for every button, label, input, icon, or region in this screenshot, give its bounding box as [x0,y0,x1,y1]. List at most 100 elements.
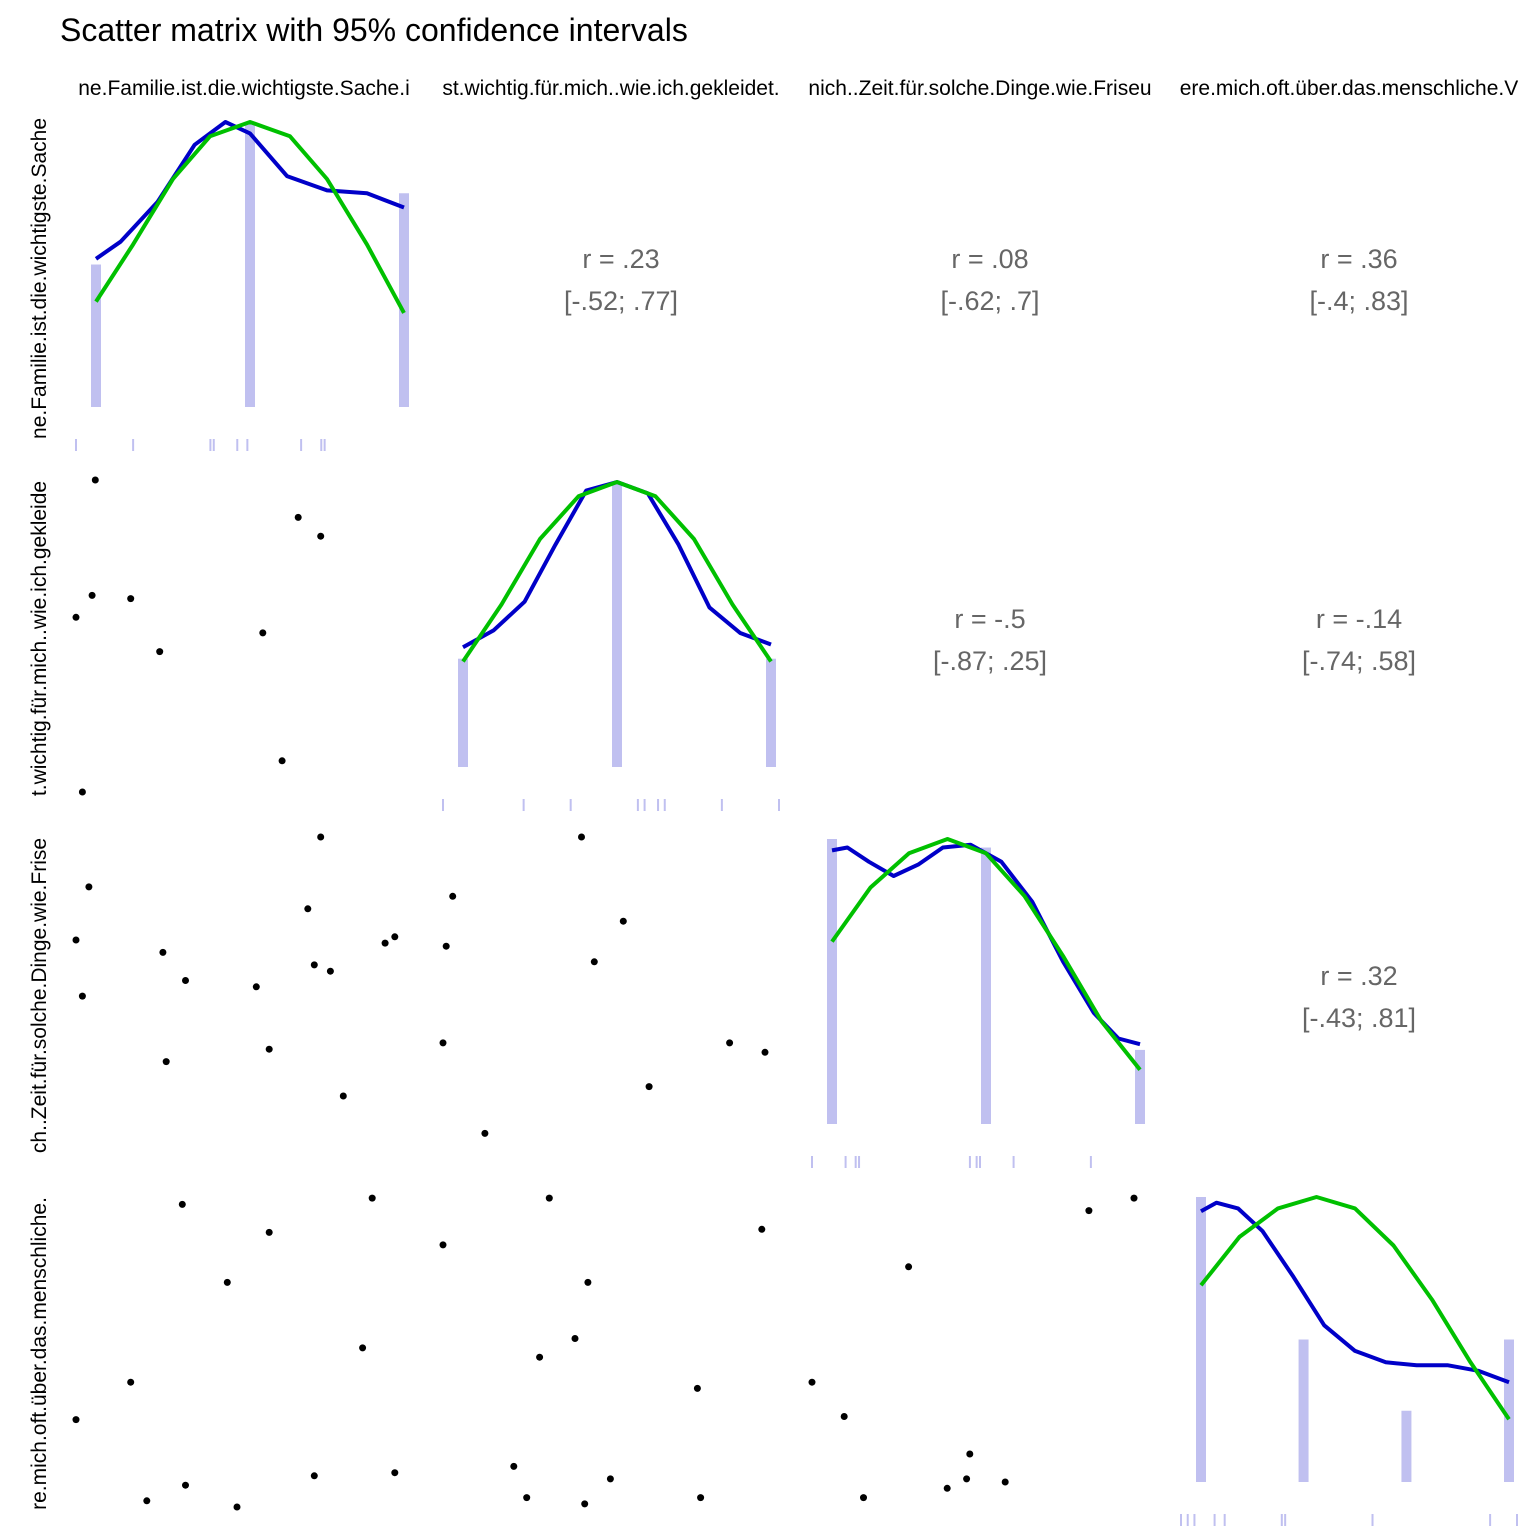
scatter-point [391,1469,399,1477]
scatter-point [310,961,318,969]
scatter-panel [439,833,769,1137]
column-strip-label: ere.mich.oft.über.das.menschliche.V [1180,77,1519,100]
scatter-point [645,1083,653,1091]
density-curve [831,842,1141,1047]
confidence-interval: [-.52; .77] [564,286,678,316]
scatter-point [758,1225,766,1233]
histogram-bar [245,122,255,407]
scatter-point [294,513,302,521]
row-strip-label: re.mich.oft.über.das.menschliche. [28,1197,51,1510]
correlation-panel: r = .08 [-.62; .7] [940,244,1039,316]
histogram-bar [1135,1049,1145,1124]
row-strip-labels: ne.Familie.ist.die.wichtigste.Sache t.wic… [28,118,51,1510]
scatter-point [127,595,135,603]
scatter-point [606,1475,614,1483]
correlation-panel: r = .36 [-.4; .83] [1309,244,1408,316]
scatter-point [726,1039,734,1047]
scatter-point [265,1045,273,1053]
scatter-point [91,476,99,484]
scatter-point [581,1500,589,1508]
histogram-bar [1196,1197,1206,1482]
scatter-point [310,1472,318,1480]
scatter-point [78,788,86,796]
scatter-point [252,983,260,991]
scatter-point [1130,1194,1138,1202]
confidence-interval: [-.74; .58] [1302,646,1416,676]
histogram-bar [91,264,101,407]
histogram-bar [766,658,776,767]
histogram-bar [981,847,991,1124]
scatter-point [78,992,86,1000]
confidence-interval: [-.43; .81] [1302,1003,1416,1033]
scatter-point [72,936,80,944]
scatter-point [391,933,399,941]
scatter-point [963,1475,971,1483]
diagonal-panel-0 [75,120,409,451]
scatter-point [1001,1478,1009,1486]
scatter-point [966,1450,974,1458]
matrix-panels: r = .23 [-.52; .77] r = .08[-.62; .7] r = .… [72,120,1518,1526]
scatter-point [182,1481,189,1489]
scatter-point [439,1241,447,1249]
scatter-point [278,757,286,765]
scatter-point [178,1200,186,1208]
normal-curve [830,837,1142,1072]
scatter-point [156,648,164,656]
correlation-value: r = .23 [582,244,659,274]
scatter-point [233,1503,241,1511]
scatter-point [693,1384,701,1392]
histogram-bar [612,482,622,767]
scatter-point [72,1416,80,1424]
scatter-point [259,629,267,637]
scatter-point [808,1378,816,1386]
row-strip-label: ch..Zeit.für.solche.Dinge.wie.Frise [28,838,51,1153]
confidence-interval: [-.87; .25] [933,646,1047,676]
scatter-point [860,1494,867,1502]
histogram-bar [827,839,837,1124]
scatter-panel [808,1194,1138,1502]
scatter-point [127,1378,135,1386]
scatter-panel [72,476,325,796]
row-strip-label: t.wichtig.für.mich..wie.ich.gekleide [28,481,51,796]
scatter-panel [72,1194,399,1511]
histogram-bar [1401,1410,1412,1482]
histogram-bar [1504,1339,1514,1482]
scatter-point [545,1194,553,1202]
scatter-point [449,892,457,900]
scatter-point [578,833,585,841]
scatter-point [840,1413,848,1420]
correlation-value: r = .36 [1320,244,1397,274]
correlation-panel: r = .23 [-.52; .77] [564,244,678,316]
histogram-bar [399,193,409,407]
scatter-point [905,1263,913,1271]
correlation-value: r = .32 [1320,961,1397,991]
scatter-point [590,958,598,966]
scatter-point [1085,1207,1093,1215]
scatter-point [182,977,189,984]
correlation-panel: r = -.5 [-.87; .25] [933,604,1047,676]
normal-curve [461,480,773,663]
scatter-point [159,948,167,956]
scatter-point [571,1335,579,1342]
scatter-point [162,1058,170,1066]
scatter-point [481,1129,489,1137]
correlation-value: r = -.5 [954,604,1025,634]
scatter-point [619,917,627,925]
scatter-point [317,833,325,841]
diagonal-panel-2 [811,837,1145,1168]
normal-curve [94,120,406,314]
scatter-point [85,883,93,891]
scatter-point [442,942,450,950]
column-strip-label: st.wichtig.für.mich..wie.ich.gekleidet. [442,77,779,100]
scatter-point [304,905,312,913]
confidence-interval: [-.4; .83] [1309,286,1408,316]
row-strip-label: ne.Familie.ist.die.wichtigste.Sache [28,118,51,439]
scatter-point [536,1353,544,1361]
column-strip-label: nich..Zeit.für.solche.Dinge.wie.Friseu [808,77,1151,100]
scatter-point [510,1462,518,1470]
scatter-point [223,1278,231,1286]
scatter-point [439,1039,447,1047]
scatter-panel [72,833,399,1100]
scatter-point [72,613,80,621]
